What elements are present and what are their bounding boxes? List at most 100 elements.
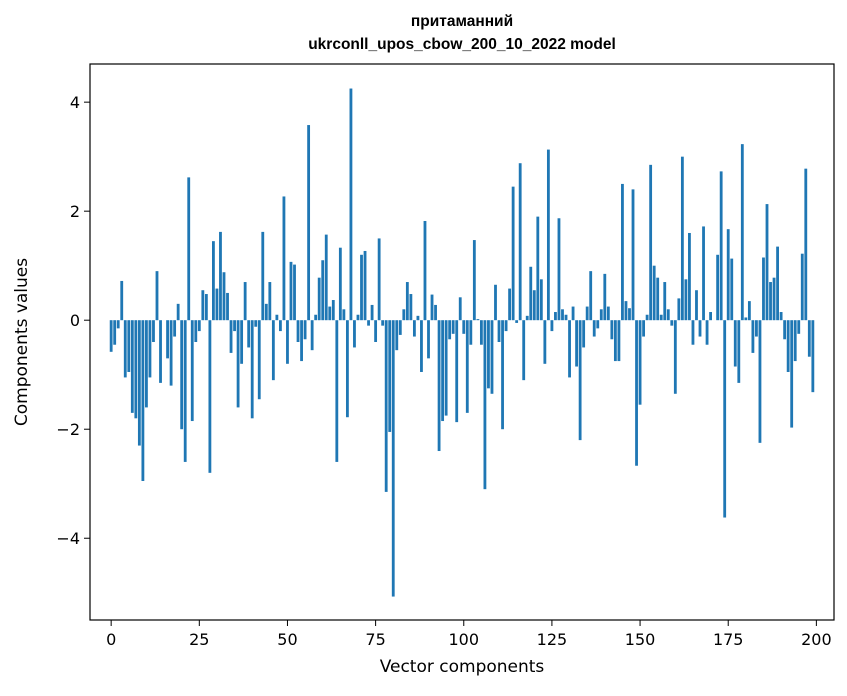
bar [416,315,420,321]
bar [476,319,480,321]
bar [356,314,360,321]
bar [314,314,318,321]
bar [677,298,681,321]
bar [568,320,571,378]
bar [811,320,815,393]
bar [296,320,300,342]
bar [680,156,684,321]
bar [183,320,187,462]
bar [219,231,222,321]
bar [204,294,208,321]
bar [730,258,734,321]
bar [264,303,268,321]
bar-group [109,88,815,597]
bar [497,320,501,342]
bar [145,320,148,408]
x-tick-label: 175 [713,630,744,649]
bar [747,301,751,321]
bar [233,320,236,332]
bar [751,320,755,353]
bar [236,320,240,408]
bar [606,306,610,321]
bar [744,317,748,321]
bar [469,320,473,345]
x-axis-label: Vector components [379,657,545,677]
bar [367,320,370,326]
bar [740,144,744,321]
bar [328,306,332,321]
bar [479,320,483,345]
x-tick-label: 150 [625,630,656,649]
bar [197,320,201,332]
bar [155,271,159,321]
bar [758,320,762,443]
bar [226,292,229,321]
bar [603,273,607,321]
bar [169,320,173,386]
bar [589,271,593,321]
bar [349,88,353,321]
bar [402,309,406,321]
x-tick-label: 25 [189,630,209,649]
bar [490,320,494,394]
bar [472,240,476,321]
bar [208,320,212,473]
bar [331,300,335,321]
chart-title-line2: ukrconll_upos_cbow_200_10_2022 model [308,36,616,53]
bar [405,282,409,321]
bar [525,315,529,321]
chart-title-line1: притаманний [410,13,514,30]
bar [321,260,325,321]
bar [229,320,233,353]
bar [374,320,378,342]
bar [268,282,272,321]
bar [335,320,339,462]
bar [398,320,402,335]
bar [286,320,289,364]
bar [571,306,575,321]
bar [663,282,667,321]
bar [377,238,381,321]
x-tick-label: 100 [448,630,479,649]
y-tick-label: −2 [56,420,80,439]
bar [772,277,776,321]
bar [691,320,695,345]
bar [656,277,660,321]
bar [317,277,321,321]
bar [599,309,603,321]
bar [635,320,638,466]
bar [765,204,769,321]
bar [642,320,646,337]
bar [709,312,712,321]
bar [511,186,515,321]
bar [448,320,452,340]
x-tick-label: 125 [537,630,568,649]
bar [324,234,328,321]
bar [487,320,490,389]
bar [659,314,663,321]
bar [370,304,374,321]
x-tick-label: 75 [365,630,385,649]
x-tick-label: 0 [106,630,116,649]
bar [695,290,698,321]
bar [515,320,519,323]
bar [561,309,564,321]
bar [307,125,311,321]
bar [564,314,568,321]
bar [360,254,363,321]
bar [501,320,504,430]
bar [420,320,423,372]
bar [166,320,169,359]
bar [797,320,801,334]
bar [423,220,427,321]
bar [508,288,512,321]
bar [786,320,790,372]
bar [342,309,346,321]
bar [300,320,303,362]
bar [783,320,787,340]
bar [116,320,120,329]
bar [582,320,586,348]
bar [638,320,642,405]
plot-frame [89,63,835,621]
